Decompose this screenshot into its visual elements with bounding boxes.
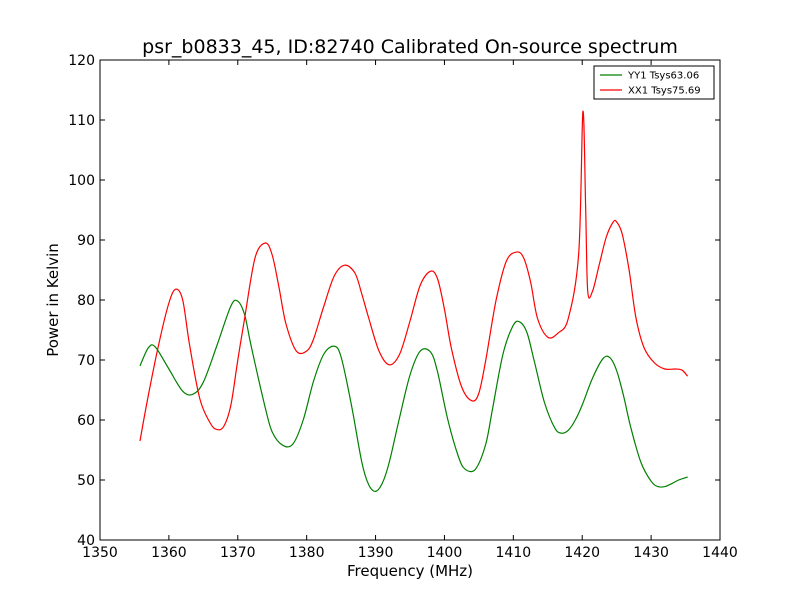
x-tick-label: 1400	[427, 545, 463, 561]
y-tick-label: 70	[77, 353, 95, 369]
legend-box	[593, 65, 715, 100]
legend: YY1 Tsys63.06 XX1 Tsys75.69	[593, 65, 715, 100]
y-tick-label: 80	[77, 293, 95, 309]
chart-title: psr_b0833_45, ID:82740 Calibrated On-sou…	[142, 36, 678, 58]
series-line-xx1	[139, 110, 689, 442]
legend-label-xx1: XX1 Tsys75.69	[628, 86, 701, 97]
series-layer	[139, 110, 689, 493]
x-tick-label: 1350	[82, 545, 118, 561]
x-tick-label: 1360	[151, 545, 187, 561]
x-tick-label: 1410	[496, 545, 532, 561]
y-tick-label: 120	[68, 53, 95, 69]
y-tick-label: 40	[77, 533, 95, 549]
x-tick-label: 1430	[633, 545, 669, 561]
y-tick-label: 90	[77, 233, 95, 249]
x-axis-label: Frequency (MHz)	[347, 562, 473, 580]
x-tick-label: 1380	[289, 545, 325, 561]
y-tick-label: 50	[77, 473, 95, 489]
y-tick-label: 110	[68, 113, 95, 129]
x-tick-label: 1370	[220, 545, 256, 561]
x-tick-label: 1420	[564, 545, 600, 561]
x-tick-label: 1440	[702, 545, 738, 561]
legend-label-yy1: YY1 Tsys63.06	[627, 71, 699, 82]
y-axis-label: Power in Kelvin	[44, 243, 62, 357]
x-tick-label: 1390	[358, 545, 394, 561]
y-tick-label: 60	[77, 413, 95, 429]
y-tick-label: 100	[68, 173, 95, 189]
ticks-layer: 1350 1360 1370 1380 1390 1400 1410 1420 1430 1440…	[68, 53, 738, 561]
plot-area-frame	[99, 59, 721, 541]
